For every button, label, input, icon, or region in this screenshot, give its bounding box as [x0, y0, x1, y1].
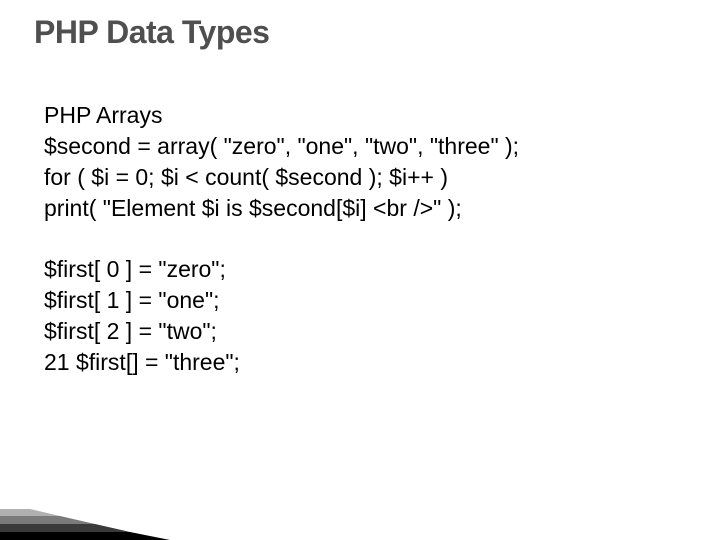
slide-title: PHP Data Types: [34, 14, 269, 51]
body-line: $first[ 0 ] = "zero";: [44, 254, 684, 285]
body-line: for ( $i = 0; $i < count( $second ); $i+…: [44, 162, 684, 193]
slide: PHP Data Types PHP Arrays $second = arra…: [0, 0, 720, 540]
body-block-2: $first[ 0 ] = "zero"; $first[ 1 ] = "one…: [44, 254, 684, 378]
body-line: $first[ 1 ] = "one";: [44, 285, 684, 316]
corner-decoration-icon: [0, 504, 170, 540]
body-line: print( "Element $i is $second[$i] <br />…: [44, 193, 684, 224]
body-line: $second = array( "zero", "one", "two", "…: [44, 131, 684, 162]
body-line: 21 $first[] = "three";: [44, 347, 684, 378]
body-line: $first[ 2 ] = "two";: [44, 316, 684, 347]
body-line: PHP Arrays: [44, 100, 684, 131]
slide-body: PHP Arrays $second = array( "zero", "one…: [44, 100, 684, 378]
